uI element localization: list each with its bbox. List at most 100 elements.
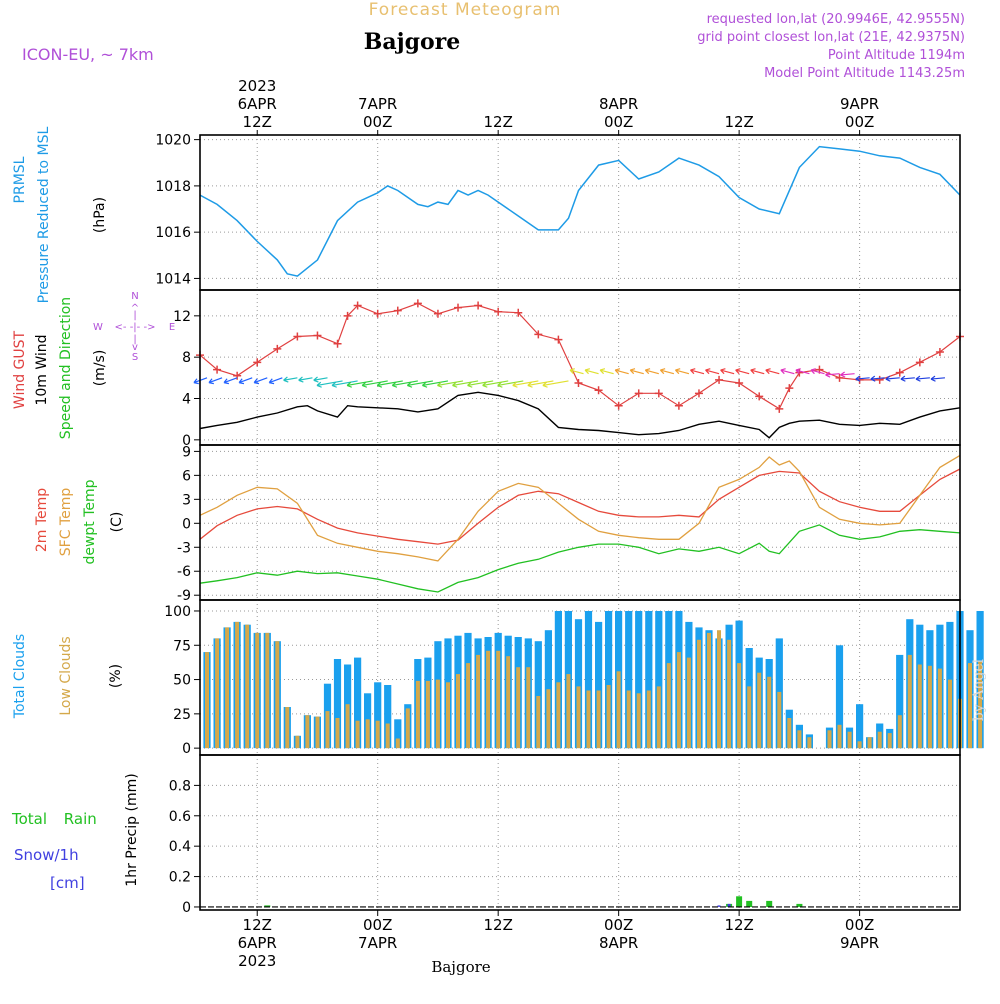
y-tick-label: 0.8 <box>169 778 191 794</box>
y-tick-label: 1014 <box>155 271 191 287</box>
total-cloud-bar <box>605 611 613 749</box>
prmsl-line <box>199 145 961 277</box>
y-tick-label: 1018 <box>155 179 191 195</box>
total-cloud-bar <box>645 611 653 749</box>
low-cloud-bar <box>446 682 450 749</box>
low-cloud-bar <box>686 657 691 749</box>
pressure-msl-label: Pressure Reduced to MSL <box>36 126 52 303</box>
gridpoint-coords: grid point closest lon,lat (21E, 42.9375… <box>697 30 965 45</box>
watermark: by Angel <box>971 658 987 721</box>
gust-marker <box>454 303 463 312</box>
y-tick-label: 0.4 <box>169 839 191 855</box>
top-axis-label: 12Z <box>243 113 272 131</box>
wind-arrow <box>644 368 659 375</box>
gust-marker <box>785 384 794 393</box>
low-cloud-bar <box>315 716 320 749</box>
low-cloud-bar <box>937 668 942 749</box>
y-tick-label: 6 <box>182 468 191 484</box>
low-cloud-bar <box>847 731 852 749</box>
low-cloud-bar <box>325 711 330 749</box>
low-cloud-bar <box>546 689 551 749</box>
low-cloud-bar <box>466 663 471 749</box>
temperature-panel: -9 -6 -3 0 3 6 9 <box>177 444 961 604</box>
low-cloud-bar <box>927 665 932 749</box>
total-cloud-bar <box>835 645 844 749</box>
wind-arrow <box>316 380 343 388</box>
bottom-axis-label: 00Z <box>845 916 874 934</box>
bottom-axis-label: 7APR <box>358 934 397 952</box>
y-tick-label: 3 <box>182 492 191 508</box>
wind-arrow <box>482 380 509 388</box>
wind-arrow <box>690 368 705 375</box>
wind-arrow <box>900 375 915 382</box>
y-tick-label: 4 <box>182 392 191 408</box>
total-cloud-bar <box>384 685 392 749</box>
prmsl-label: PRMSL <box>12 156 28 203</box>
wind-arrow <box>467 380 494 388</box>
low-cloud-bar <box>345 704 350 749</box>
low-cloud-bar <box>978 661 983 749</box>
wind-arrow <box>527 380 554 388</box>
gust-marker <box>775 404 784 413</box>
y-tick-label: -6 <box>177 564 191 580</box>
wind-arrow <box>810 368 825 375</box>
dewpt-line <box>199 524 961 593</box>
low-cloud-bar <box>285 707 290 749</box>
total-cloud-bar <box>394 719 402 749</box>
total-rain-label: Total Rain <box>11 810 97 828</box>
top-axis-label: 00Z <box>363 113 392 131</box>
gust-marker <box>735 379 744 387</box>
wind-gust-label: Wind GUST <box>12 330 28 409</box>
wind-arrow <box>238 377 253 385</box>
low-cloud-bar <box>205 652 209 749</box>
wind-arrow <box>376 380 403 388</box>
rain-bar <box>736 896 743 907</box>
low-cloud-bar <box>235 621 240 749</box>
dewpt-label: dewpt Temp <box>82 479 98 564</box>
bottom-axis-label: 00Z <box>363 916 392 934</box>
wind-arrow <box>391 380 418 388</box>
top-axis-label: 8APR <box>599 95 638 113</box>
point-altitude: Point Altitude 1194m <box>828 48 965 63</box>
wind-arrow <box>208 377 223 385</box>
low-cloud-bar <box>747 686 752 749</box>
low-cloud-bar <box>767 676 772 749</box>
y-tick-label: 1020 <box>155 133 191 149</box>
total-cloud-bar <box>896 654 904 749</box>
low-cloud-bar <box>435 679 440 749</box>
y-tick-label: 100 <box>164 604 191 620</box>
gust-marker <box>614 401 623 410</box>
gust-marker <box>253 358 262 367</box>
wind-arrow <box>437 380 464 388</box>
footer-location: Bajgore <box>431 958 490 976</box>
gust-marker <box>273 344 282 353</box>
wind-arrow <box>720 368 735 375</box>
wind-units: (m/s) <box>92 350 108 387</box>
low-cloud-bar <box>787 718 792 749</box>
gust-marker <box>514 308 523 317</box>
low-cloud-bar <box>556 682 561 749</box>
gust-marker <box>574 379 583 387</box>
gust-marker <box>935 348 944 356</box>
gust-marker <box>654 389 663 398</box>
low-cloud-bar <box>476 654 481 749</box>
low-cloud-bar <box>425 680 430 749</box>
compass-w: W <box>93 322 103 333</box>
panel-frame <box>199 754 961 911</box>
gust-marker <box>915 358 924 367</box>
low-cloud-bar <box>456 674 460 749</box>
wind-arrow <box>331 380 358 388</box>
gust-marker <box>343 311 352 320</box>
gust-marker <box>694 389 703 398</box>
wind-arrow <box>283 376 298 383</box>
low-cloud-bar <box>857 741 862 749</box>
wind-10m-label: 10m Wind <box>34 334 50 405</box>
tsfc-line <box>199 454 961 562</box>
gust-marker <box>494 307 503 316</box>
y-tick-label: -9 <box>177 588 191 604</box>
low-cloud-bar <box>626 690 631 749</box>
wind10m-line <box>199 391 961 439</box>
low-cloud-bar <box>496 650 501 749</box>
low-cloud-bar <box>757 672 762 749</box>
